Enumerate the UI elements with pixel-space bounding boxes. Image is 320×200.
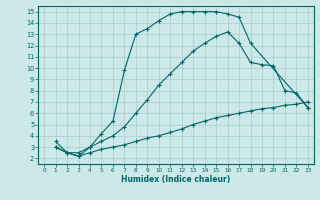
X-axis label: Humidex (Indice chaleur): Humidex (Indice chaleur) (121, 175, 231, 184)
